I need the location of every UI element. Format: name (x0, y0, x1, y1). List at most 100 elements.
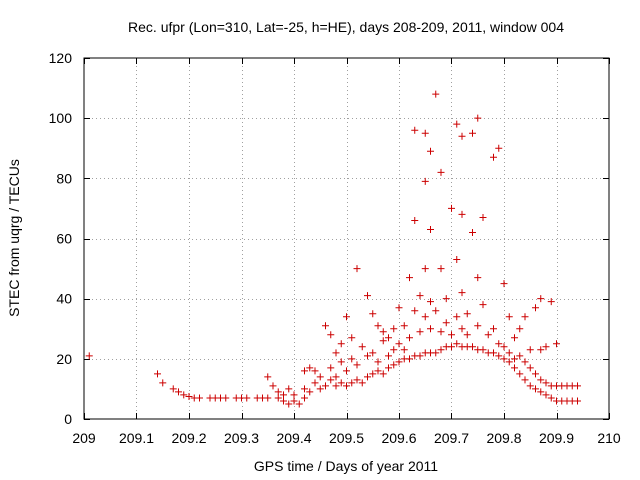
data-point (500, 280, 508, 288)
data-point (421, 177, 429, 185)
data-point (479, 346, 487, 354)
data-point (469, 343, 476, 351)
data-point (280, 391, 287, 399)
data-point (343, 367, 350, 375)
data-points (85, 90, 581, 408)
data-point (453, 313, 461, 321)
data-point (432, 307, 440, 315)
axis-ticks (84, 58, 610, 420)
data-point (390, 361, 398, 369)
data-point (505, 358, 513, 366)
data-point (180, 391, 188, 399)
data-point (285, 400, 293, 408)
data-point (537, 346, 545, 354)
x-tick-label: 209.1 (119, 430, 154, 446)
data-point (495, 144, 503, 152)
data-point (374, 367, 382, 375)
y-tick-labels: 0 20 40 60 80 100 120 (49, 50, 73, 427)
x-tick-label: 209.8 (486, 430, 521, 446)
data-point (169, 385, 177, 393)
data-point (453, 340, 461, 348)
data-point (311, 367, 319, 375)
data-point (474, 274, 482, 282)
data-point (327, 331, 335, 339)
data-point (532, 370, 539, 378)
y-tick-label: 80 (56, 170, 72, 186)
data-point (280, 397, 287, 405)
data-point (369, 349, 377, 357)
data-point (542, 343, 550, 351)
y-tick-label: 0 (64, 411, 72, 427)
data-point (453, 120, 461, 128)
y-tick-label: 60 (56, 231, 72, 247)
data-point (348, 379, 356, 387)
data-point (521, 376, 529, 384)
data-point (427, 298, 434, 306)
data-point (479, 213, 487, 221)
x-tick-label: 209.6 (381, 430, 416, 446)
data-point (337, 358, 345, 366)
data-point (474, 114, 482, 122)
data-point (348, 355, 356, 363)
data-point (358, 343, 366, 351)
data-point (542, 391, 550, 399)
data-point (316, 385, 324, 393)
data-point (437, 346, 445, 354)
data-point (537, 388, 545, 396)
data-point (553, 340, 560, 348)
data-point (274, 388, 282, 396)
data-point (395, 304, 403, 312)
data-point (432, 90, 440, 98)
data-point (337, 379, 345, 387)
data-point (406, 274, 413, 282)
data-point (364, 352, 371, 360)
data-point (427, 325, 434, 333)
data-point (516, 352, 524, 360)
data-point (374, 322, 382, 330)
data-point (185, 392, 193, 400)
data-point (511, 334, 518, 342)
data-point (311, 379, 319, 387)
data-point (395, 340, 403, 348)
data-point (337, 340, 345, 348)
data-point (379, 370, 387, 378)
data-point (390, 325, 398, 333)
data-point (353, 265, 361, 273)
data-point (385, 352, 392, 360)
data-point (385, 334, 392, 342)
data-point (406, 334, 413, 342)
data-point (505, 349, 513, 357)
data-point (542, 379, 550, 387)
data-point (269, 382, 277, 390)
data-point (369, 370, 377, 378)
data-point (495, 340, 503, 348)
data-point (521, 358, 529, 366)
x-tick-label: 209.3 (224, 430, 259, 446)
data-point (332, 373, 340, 381)
data-point (532, 385, 539, 393)
data-point (243, 394, 251, 402)
data-point (511, 364, 518, 372)
data-point (379, 328, 387, 336)
y-tick-label: 40 (56, 291, 72, 307)
data-point (274, 394, 282, 402)
data-point (85, 352, 93, 360)
data-point (264, 373, 272, 381)
data-point (306, 364, 314, 372)
data-point (159, 379, 167, 387)
data-point (295, 400, 303, 408)
data-point (437, 328, 445, 336)
data-point (427, 147, 434, 155)
y-tick-label: 120 (49, 50, 73, 66)
data-point (453, 256, 461, 264)
data-point (421, 265, 429, 273)
data-point (264, 394, 272, 402)
x-tick-label: 209.2 (171, 430, 206, 446)
data-point (505, 313, 513, 321)
data-point (390, 346, 398, 354)
data-point (437, 168, 445, 176)
data-point (222, 394, 230, 402)
data-point (574, 382, 581, 390)
data-point (463, 331, 471, 339)
data-point (458, 325, 466, 333)
